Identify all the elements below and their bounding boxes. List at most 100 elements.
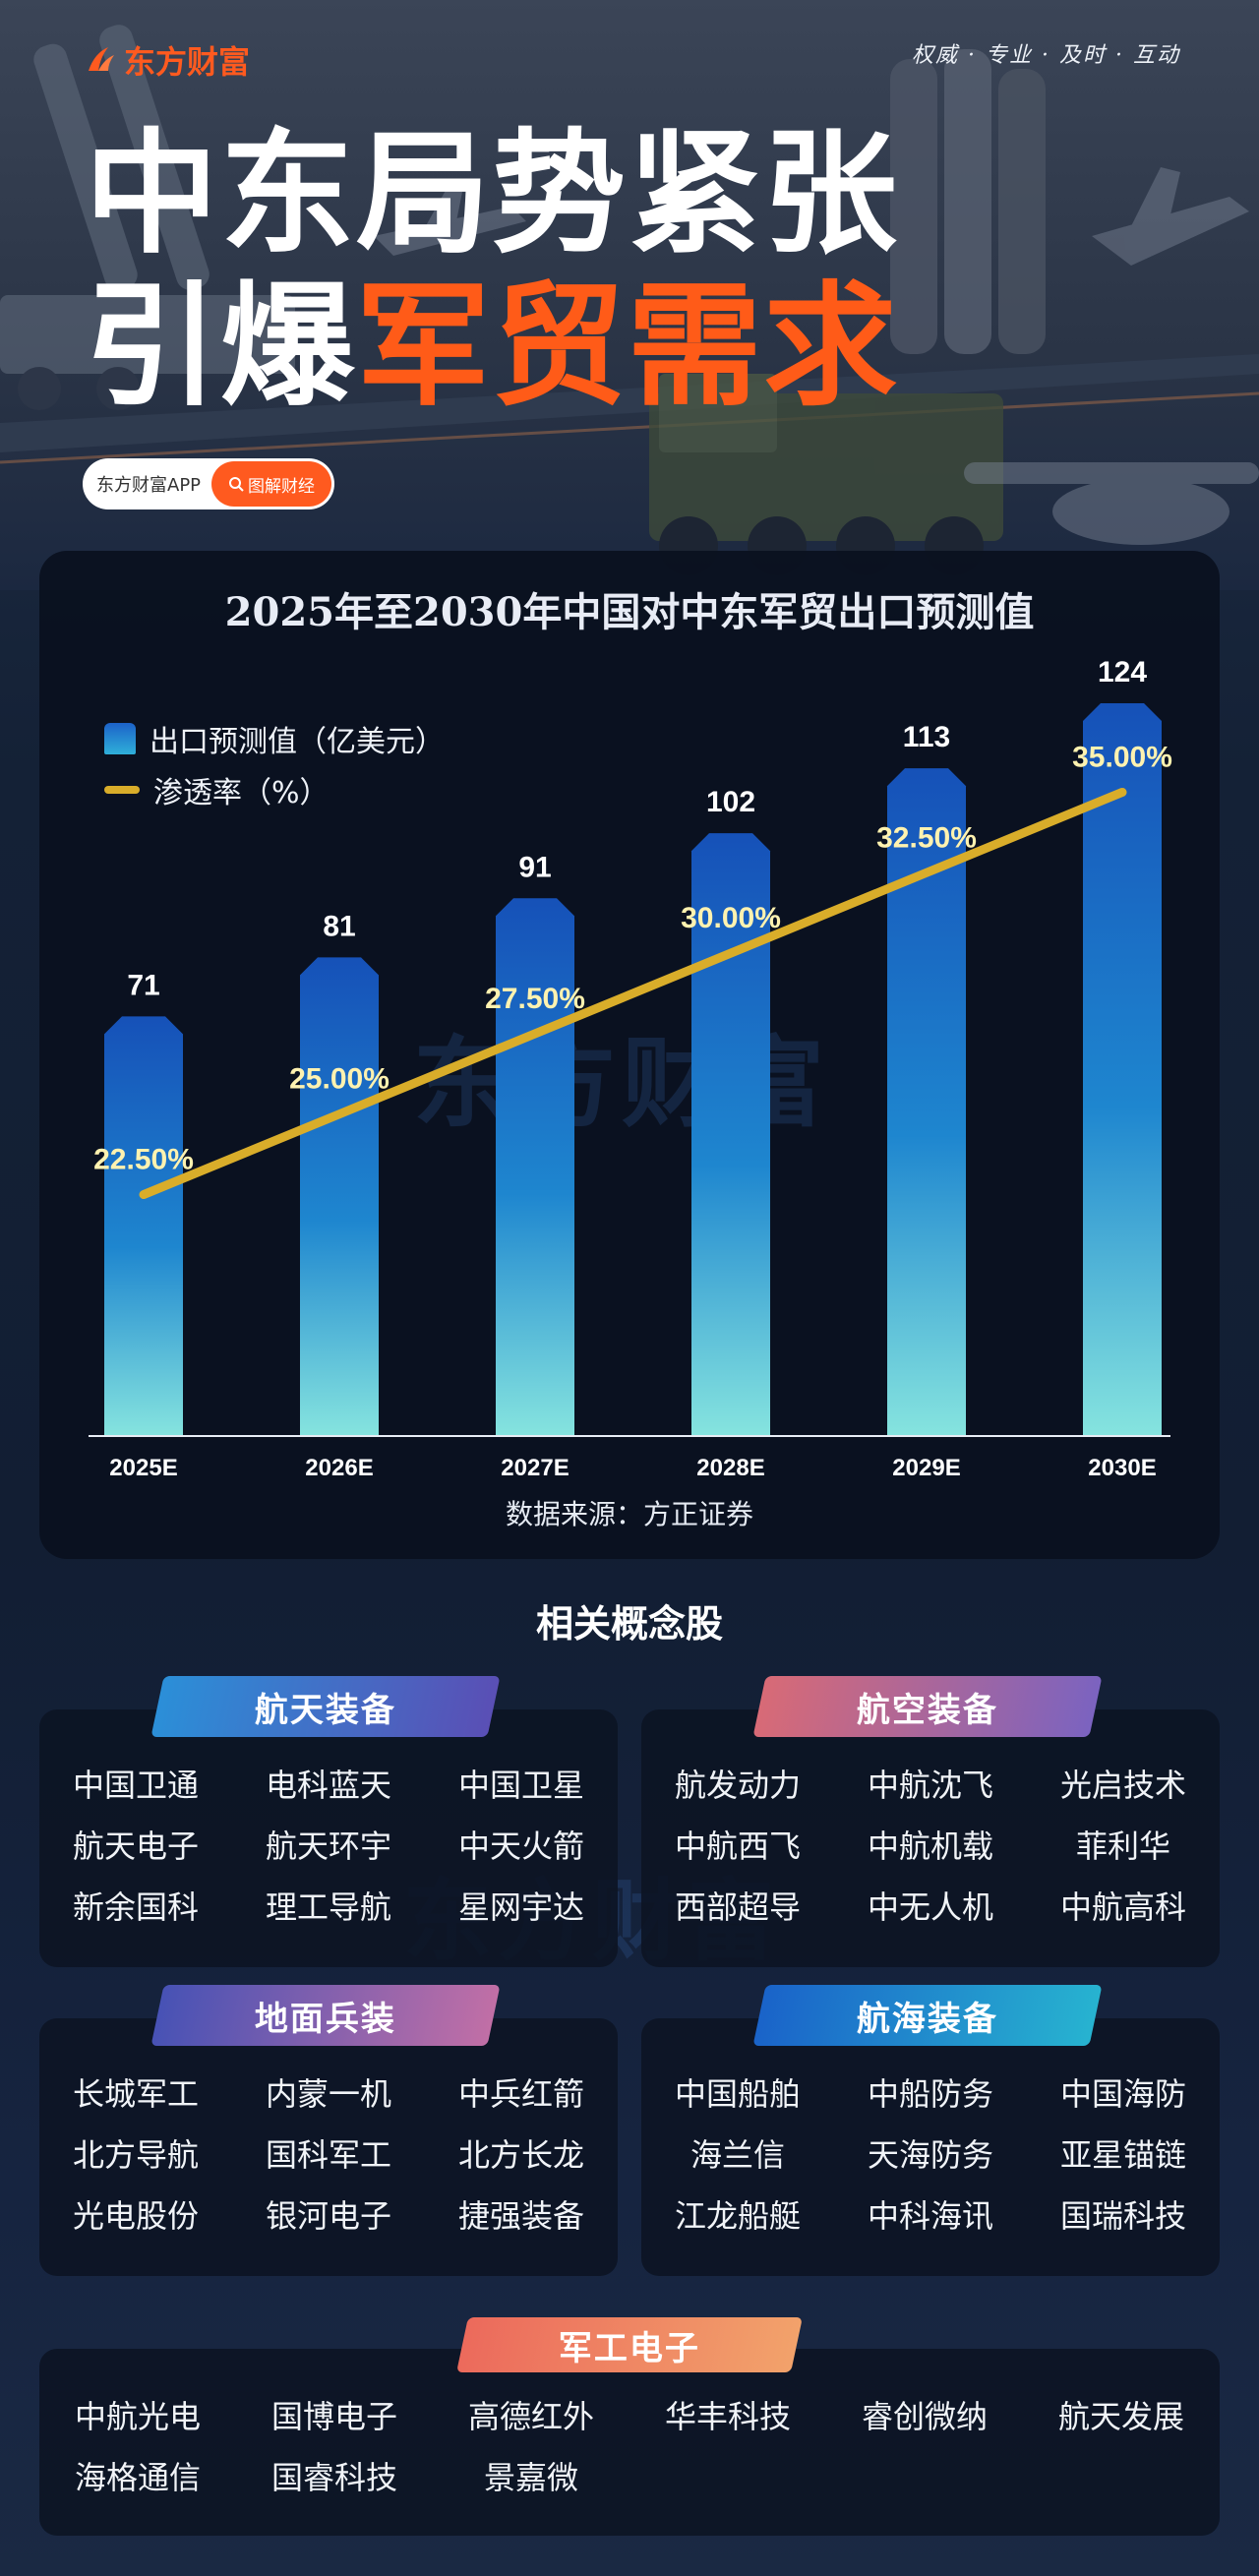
rate-point (730, 952, 732, 955)
brand-name: 东方财富 (124, 43, 251, 81)
legend-bar-swatch (104, 723, 136, 754)
stock-name[interactable]: 海格通信 (74, 2459, 201, 2496)
stock-name[interactable]: 中船防务 (867, 2075, 993, 2113)
x-tick-label: 2029E (892, 1455, 960, 1481)
stock-name[interactable]: 国睿科技 (270, 2459, 397, 2496)
concept-card-title: 军工电子 (559, 2328, 700, 2368)
concept-card-aerospace: 航天装备中国卫通 电科蓝天 中国卫星航天电子 航天环宇 中天火箭新余国科 理工导航 星网宇达 (39, 1676, 618, 1967)
concept-card-title: 航海装备 (857, 1999, 998, 2039)
concept-card-tab: 军工电子 (456, 2317, 803, 2372)
concept-card-tab: 地面兵装 (150, 1985, 501, 2046)
search-icon (229, 477, 244, 492)
stock-name[interactable]: 中航光电 (74, 2398, 201, 2435)
stock-name[interactable]: 江龙船艇 (674, 2197, 801, 2235)
headline-orange-part: 军贸需求 (356, 270, 899, 425)
stock-name[interactable]: 高德红外 (467, 2398, 594, 2435)
brand-motto: 权威 · 专业 · 及时 · 互动 (912, 43, 1180, 68)
stock-name[interactable]: 航发动力 (674, 1767, 801, 1804)
bar-value-label: 124 (1098, 656, 1147, 689)
stock-name[interactable]: 华丰科技 (664, 2398, 791, 2435)
stock-name[interactable]: 北方导航 (72, 2136, 199, 2174)
stock-name[interactable]: 天海防务 (867, 2136, 993, 2174)
rate-value-label: 30.00% (681, 902, 781, 934)
stock-name[interactable]: 银河电子 (265, 2197, 391, 2235)
stock-name[interactable]: 星网宇达 (457, 1888, 584, 1926)
rate-value-label: 35.00% (1072, 741, 1172, 773)
stock-name[interactable]: 国博电子 (270, 2398, 397, 2435)
rate-value-label: 22.50% (93, 1144, 194, 1176)
concept-card-title: 航天装备 (255, 1690, 396, 1730)
stock-name[interactable]: 中国卫通 (72, 1767, 199, 1804)
data-source-note: 数据来源：方正证券 (505, 1498, 753, 1530)
stock-name[interactable]: 中国卫星 (457, 1767, 584, 1804)
legend-line-swatch (104, 786, 140, 794)
stock-name[interactable]: 睿创微纳 (861, 2398, 988, 2435)
app-badge[interactable]: 东方财富APP 图解财经 (83, 458, 334, 509)
stock-name[interactable]: 内蒙一机 (265, 2075, 391, 2113)
app-button-label: 图解财经 (248, 476, 315, 497)
stock-name[interactable]: 中天火箭 (457, 1827, 584, 1865)
bar-2026E (300, 957, 379, 1436)
concept-card-title: 航空装备 (857, 1690, 998, 1730)
bar-value-label: 71 (127, 969, 159, 1001)
concept-card-title: 地面兵装 (255, 1999, 396, 2039)
concept-card-tab: 航海装备 (752, 1985, 1103, 2046)
rate-point (926, 871, 928, 874)
legend-item-penetration: 渗透率（%） (104, 764, 445, 815)
stock-name[interactable]: 国科军工 (265, 2136, 391, 2174)
headline-white-part: 引爆 (85, 270, 356, 425)
stock-name[interactable]: 中科海讯 (867, 2197, 993, 2235)
stock-name[interactable]: 中兵红箭 (457, 2075, 584, 2113)
rate-point (338, 1112, 340, 1115)
concept-card-defense-electronics: 军工电子中航光电 国博电子 高德红外 华丰科技 睿创微纳 航天发展海格通信 国睿科技 景嘉微 (39, 2317, 1220, 2536)
export-forecast-chart: 71 81 91 102 113 124 2025E 2026E 2027E 2028E 2029… (89, 656, 1172, 1481)
rate-point (534, 1032, 536, 1035)
concept-stocks-title: 相关概念股 (535, 1601, 723, 1646)
concept-card-aviation: 航空装备航发动力 中航沈飞 光启技术中航西飞 中航机载 菲利华西部超导 中无人机 中航高科 (641, 1676, 1220, 1967)
bar-value-label: 91 (518, 851, 551, 883)
stock-name[interactable]: 电科蓝天 (265, 1767, 391, 1804)
stock-name[interactable]: 中航机载 (867, 1827, 993, 1865)
stock-name[interactable]: 中国海防 (1059, 2075, 1186, 2113)
x-tick-label: 2028E (696, 1455, 764, 1481)
concept-card-tab: 航天装备 (150, 1676, 501, 1737)
rate-value-label: 27.50% (485, 983, 585, 1015)
stock-name[interactable]: 中航高科 (1059, 1888, 1186, 1926)
stock-name[interactable]: 航天电子 (72, 1827, 199, 1865)
stock-name[interactable]: 西部超导 (674, 1888, 801, 1926)
stock-name[interactable]: 国瑞科技 (1059, 2197, 1186, 2235)
stock-name[interactable]: 光启技术 (1059, 1767, 1186, 1804)
stock-name[interactable]: 中航西飞 (674, 1827, 801, 1865)
bar-2028E (691, 833, 770, 1436)
stock-name[interactable]: 航天环宇 (265, 1827, 391, 1865)
x-tick-label: 2026E (305, 1455, 373, 1481)
stock-name[interactable]: 中无人机 (867, 1888, 993, 1926)
bar-value-label: 102 (706, 786, 755, 818)
stock-name[interactable]: 新余国科 (72, 1888, 199, 1926)
stock-name[interactable]: 长城军工 (72, 2075, 199, 2113)
tujie-caijing-button[interactable]: 图解财经 (211, 461, 331, 507)
stock-name[interactable]: 捷强装备 (457, 2197, 584, 2235)
app-name-label: 东方财富APP (96, 475, 202, 496)
stock-name[interactable]: 亚星锚链 (1059, 2136, 1186, 2174)
concept-card-tab: 航空装备 (752, 1676, 1103, 1737)
stock-name[interactable]: 海兰信 (689, 2136, 785, 2174)
bar-value-label: 113 (903, 721, 950, 753)
legend-item-export: 出口预测值（亿美元） (104, 713, 445, 764)
stock-name[interactable]: 中航沈飞 (867, 1767, 993, 1804)
stock-name[interactable]: 光电股份 (72, 2197, 199, 2235)
concept-card-ground-weapons: 地面兵装长城军工 内蒙一机 中兵红箭北方导航 国科军工 北方长龙光电股份 银河电子 捷强装备 (39, 1985, 618, 2276)
x-tick-label: 2030E (1088, 1455, 1156, 1481)
stock-name[interactable]: 菲利华 (1075, 1827, 1170, 1865)
penetration-rate-line (139, 787, 1127, 1200)
stock-name[interactable]: 理工导航 (265, 1888, 391, 1926)
stock-name[interactable]: 中国船舶 (674, 2075, 801, 2113)
stock-name[interactable]: 航天发展 (1057, 2398, 1184, 2435)
stock-name[interactable]: 北方长龙 (457, 2136, 584, 2174)
legend-export-label: 出口预测值（亿美元） (150, 725, 445, 759)
chart-title: 2025年至2030年中国对中东军贸出口预测值 (224, 589, 1035, 635)
x-tick-label: 2025E (109, 1455, 177, 1481)
stock-name[interactable]: 景嘉微 (483, 2459, 578, 2496)
rate-value-label: 32.50% (876, 821, 977, 854)
